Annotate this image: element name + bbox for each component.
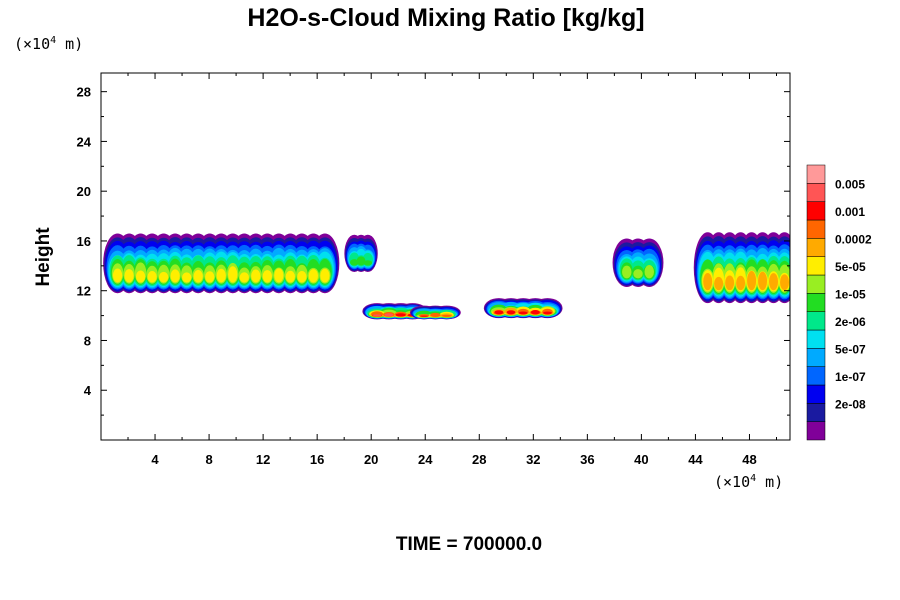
colorbar-label: 1e-07 <box>835 370 866 384</box>
y-tick-label: 8 <box>84 333 91 348</box>
cloud-cell <box>622 265 632 279</box>
colorbar-label: 5e-07 <box>835 342 866 356</box>
cloud-cell <box>251 269 261 283</box>
x-tick-label: 36 <box>580 452 594 467</box>
cloud-cell <box>159 271 169 283</box>
cloud-cell <box>135 270 146 283</box>
colorbar-label: 2e-06 <box>835 315 866 329</box>
x-tick-label: 40 <box>634 452 648 467</box>
colorbar-label: 0.001 <box>835 205 865 219</box>
cloud-cell <box>363 260 373 266</box>
cloud-cell <box>239 272 249 283</box>
cloud-cell <box>297 270 307 283</box>
cloud-cell <box>419 315 429 317</box>
cloud-cell <box>758 271 768 291</box>
cloud-cell <box>506 310 516 315</box>
colorbar-swatch <box>806 219 826 239</box>
y-axis: 4 8 12 16 20 24 28 <box>77 85 790 416</box>
colorbar-label: 0.005 <box>835 177 865 191</box>
cloud-cell <box>736 275 746 291</box>
cloud-cell <box>780 274 790 291</box>
cloud-cell <box>372 314 382 317</box>
colorbar-swatch <box>806 348 826 367</box>
cloud-cell <box>308 269 319 283</box>
colorbar-swatch <box>806 311 826 331</box>
colorbar-label: 0.0002 <box>835 232 872 246</box>
x-axis: 4 8 12 16 20 24 28 32 36 40 44 48 <box>127 73 777 467</box>
cloud-cell <box>356 256 366 266</box>
cloud-cell <box>349 259 359 266</box>
chart-title: H2O-s-Cloud Mixing Ratio [kg/kg] <box>247 4 644 32</box>
colorbar-swatch <box>806 201 826 221</box>
cloud-cell <box>147 271 157 283</box>
colorbar-swatch <box>806 238 826 257</box>
cloud-cell <box>769 273 779 291</box>
colorbar-label: 1e-05 <box>835 287 866 301</box>
y-axis-label: Height <box>33 227 54 287</box>
y-tick-label: 16 <box>77 234 91 249</box>
time-label: TIME = 700000.0 <box>396 534 542 555</box>
cloud-cell <box>193 269 203 283</box>
colorbar-swatch <box>806 403 826 422</box>
x-tick-label: 16 <box>310 452 324 467</box>
cloud-cell <box>124 269 134 283</box>
y-tick-label: 24 <box>77 134 92 149</box>
cloud-cell <box>285 270 295 283</box>
cloud-cell <box>216 268 226 283</box>
cloud-cell <box>747 271 757 291</box>
cloud-cell <box>228 266 238 283</box>
cloud-field <box>103 232 790 320</box>
cloud-cell <box>441 314 452 318</box>
cloud-cell <box>320 268 330 283</box>
y-tick-label: 20 <box>77 184 91 199</box>
colorbar-swatch <box>806 421 826 441</box>
colorbar-swatch <box>806 366 826 386</box>
colorbar-label: 5e-05 <box>835 260 866 274</box>
cloud-cell <box>703 272 713 291</box>
cloud-cell <box>543 311 552 315</box>
cloud-cell <box>205 271 215 283</box>
cloud-cell <box>633 269 643 279</box>
colorbar-swatch <box>806 256 826 276</box>
x-tick-label: 12 <box>256 452 270 467</box>
x-tick-label: 48 <box>742 452 756 467</box>
x-tick-label: 28 <box>472 452 486 467</box>
x-tick-label: 8 <box>205 452 212 467</box>
colorbar-swatch <box>806 274 826 294</box>
x-tick-label: 44 <box>688 452 703 467</box>
cloud-cell <box>644 265 655 279</box>
colorbar-swatch <box>806 329 826 349</box>
y-tick-label: 4 <box>84 383 92 398</box>
colorbar-swatch <box>806 384 826 404</box>
cloud-cell <box>170 269 180 283</box>
cloud-cell <box>384 313 394 317</box>
colorbar-label: 2e-08 <box>835 397 866 411</box>
cloud-cell <box>274 268 284 283</box>
x-tick-label: 20 <box>364 452 378 467</box>
y-tick-label: 12 <box>77 284 91 299</box>
x-tick-label: 24 <box>418 452 433 467</box>
x-tick-label: 4 <box>151 452 159 467</box>
cloud-cell <box>530 309 540 315</box>
x-unit-label: (×104 m) <box>714 473 783 491</box>
cloud-cell <box>494 310 504 315</box>
y-tick-label: 28 <box>77 85 91 100</box>
cloud-cell <box>395 313 406 317</box>
plot-frame <box>100 72 791 441</box>
x-tick-label: 32 <box>526 452 540 467</box>
cloud-cell <box>182 272 192 283</box>
cloud-cell <box>518 311 528 315</box>
cloud-cell <box>430 312 441 318</box>
cloud-cell <box>725 275 735 291</box>
colorbar-swatch <box>806 164 826 184</box>
colorbar-swatch <box>806 293 826 312</box>
colorbar-swatch <box>806 183 826 202</box>
cloud-cell <box>112 268 123 283</box>
colorbar: 0.005 0.001 0.0002 5e-05 1e-05 2e-06 5e-07 1e-0… <box>806 164 872 441</box>
cloud-cell <box>262 270 272 283</box>
y-unit-label: (×104 m) <box>14 35 83 53</box>
cloud-cell <box>714 276 724 291</box>
